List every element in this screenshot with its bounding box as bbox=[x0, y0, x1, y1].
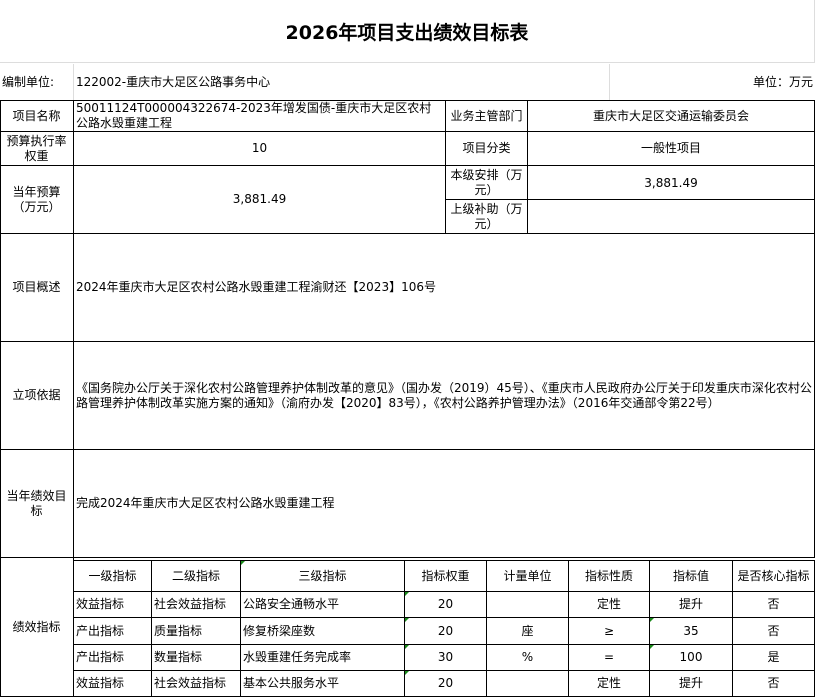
cell-value: 100 bbox=[650, 645, 733, 671]
project-name-label: 项目名称 bbox=[0, 101, 74, 132]
header-weight: 指标权重 bbox=[405, 560, 487, 592]
goal-label: 当年绩效目标 bbox=[0, 450, 74, 558]
cell-core: 是 bbox=[733, 645, 815, 671]
cell-level1: 产出指标 bbox=[74, 618, 152, 645]
org-value: 122002-重庆市大足区公路事务中心 bbox=[74, 64, 610, 100]
weight-label: 预算执行率权重 bbox=[0, 132, 74, 166]
unit-label: 单位：万元 bbox=[752, 74, 813, 89]
cell-level1: 效益指标 bbox=[74, 671, 152, 697]
basis-value: 《国务院办公厅关于深化农村公路管理养护体制改革的意见》（国办发（2019）45号… bbox=[74, 342, 815, 450]
budget-label: 当年预算（万元） bbox=[0, 166, 74, 234]
upper-label: 上级补助（万元） bbox=[446, 200, 528, 234]
cell-weight: 20 bbox=[405, 592, 487, 618]
cell-nature: ≥ bbox=[569, 618, 650, 645]
cell-value: 提升 bbox=[650, 592, 733, 618]
cell-weight: 30 bbox=[405, 645, 487, 671]
cell-core: 否 bbox=[733, 592, 815, 618]
cell-level1: 效益指标 bbox=[74, 592, 152, 618]
cell-value: 提升 bbox=[650, 671, 733, 697]
cell-level3: 修复桥梁座数 bbox=[241, 618, 405, 645]
dept-label: 业务主管部门 bbox=[446, 101, 528, 132]
local-value: 3,881.49 bbox=[528, 166, 815, 200]
weight-value: 10 bbox=[74, 132, 446, 166]
header-level2: 二级指标 bbox=[152, 560, 241, 592]
cell-unit: 座 bbox=[487, 618, 569, 645]
goal-value: 完成2024年重庆市大足区农村公路水毁重建工程 bbox=[74, 450, 815, 558]
cell-unit bbox=[487, 592, 569, 618]
cell-level3: 基本公共服务水平 bbox=[241, 671, 405, 697]
cell-value: 35 bbox=[650, 618, 733, 645]
header-unit: 计量单位 bbox=[487, 560, 569, 592]
upper-value bbox=[528, 200, 815, 234]
cell-unit bbox=[487, 671, 569, 697]
cell-level3: 公路安全通畅水平 bbox=[241, 592, 405, 618]
page-title: 2026年项目支出绩效目标表 bbox=[0, 0, 815, 63]
cell-core: 否 bbox=[733, 618, 815, 645]
cell-unit: % bbox=[487, 645, 569, 671]
indicators-label: 绩效指标 bbox=[0, 558, 74, 697]
cell-core: 否 bbox=[733, 671, 815, 697]
header-value: 指标值 bbox=[650, 560, 733, 592]
header-core: 是否核心指标 bbox=[733, 560, 815, 592]
overview-label: 项目概述 bbox=[0, 234, 74, 342]
dept-value: 重庆市大足区交通运输委员会 bbox=[528, 101, 815, 132]
cell-nature: 定性 bbox=[569, 592, 650, 618]
cell-weight: 20 bbox=[405, 618, 487, 645]
header-level1: 一级指标 bbox=[74, 560, 152, 592]
cell-level2: 质量指标 bbox=[152, 618, 241, 645]
cell-nature: 定性 bbox=[569, 671, 650, 697]
category-label: 项目分类 bbox=[446, 132, 528, 166]
header-level3: 三级指标 bbox=[241, 560, 405, 592]
cell-level2: 社会效益指标 bbox=[152, 671, 241, 697]
budget-value: 3,881.49 bbox=[74, 166, 446, 234]
project-name: 50011124T000004322674-2023年增发国债-重庆市大足区农村… bbox=[74, 101, 446, 132]
cell-nature: = bbox=[569, 645, 650, 671]
cell-level2: 数量指标 bbox=[152, 645, 241, 671]
cell-level2: 社会效益指标 bbox=[152, 592, 241, 618]
overview-value: 2024年重庆市大足区农村公路水毁重建工程渝财还【2023】106号 bbox=[74, 234, 815, 342]
cell-level1: 产出指标 bbox=[74, 645, 152, 671]
local-label: 本级安排（万元） bbox=[446, 166, 528, 200]
basis-label: 立项依据 bbox=[0, 342, 74, 450]
category-value: 一般性项目 bbox=[528, 132, 815, 166]
header-nature: 指标性质 bbox=[569, 560, 650, 592]
org-label: 编制单位: bbox=[0, 64, 74, 100]
cell-weight: 20 bbox=[405, 671, 487, 697]
cell-level3: 水毁重建任务完成率 bbox=[241, 645, 405, 671]
